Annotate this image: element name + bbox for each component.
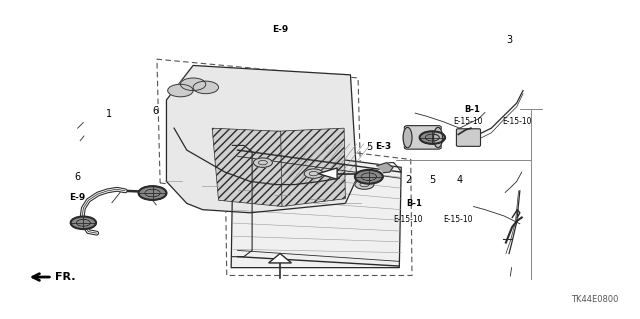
Text: E-15-10: E-15-10	[453, 117, 483, 126]
Circle shape	[355, 170, 383, 184]
Polygon shape	[318, 168, 337, 179]
Polygon shape	[212, 128, 282, 206]
Text: E-15-10: E-15-10	[444, 215, 473, 224]
Circle shape	[70, 217, 96, 229]
Polygon shape	[166, 65, 356, 213]
Polygon shape	[276, 128, 346, 206]
FancyBboxPatch shape	[404, 126, 441, 149]
Text: TK44E0800: TK44E0800	[571, 295, 618, 304]
FancyBboxPatch shape	[456, 129, 481, 146]
Text: FR.: FR.	[56, 272, 76, 282]
Circle shape	[420, 131, 445, 144]
Text: B-1: B-1	[465, 105, 480, 114]
Polygon shape	[377, 163, 393, 173]
Circle shape	[253, 158, 273, 167]
Text: 6: 6	[152, 106, 158, 116]
Text: B-1: B-1	[406, 199, 422, 208]
Circle shape	[355, 180, 374, 189]
Circle shape	[180, 78, 206, 91]
Polygon shape	[269, 254, 291, 263]
Circle shape	[304, 169, 323, 178]
Circle shape	[168, 84, 193, 97]
Text: 2: 2	[406, 175, 412, 185]
Text: E-15-10: E-15-10	[502, 117, 531, 126]
Text: 5: 5	[429, 175, 435, 185]
Text: 4: 4	[456, 175, 463, 185]
Ellipse shape	[403, 127, 412, 148]
Polygon shape	[231, 145, 401, 268]
Text: E-3: E-3	[376, 143, 392, 152]
Text: 3: 3	[506, 35, 512, 45]
Text: 6: 6	[75, 172, 81, 182]
Text: E-15-10: E-15-10	[393, 215, 422, 224]
Circle shape	[193, 81, 218, 94]
Ellipse shape	[433, 127, 442, 148]
Text: E-9: E-9	[70, 193, 86, 202]
Text: 1: 1	[106, 109, 113, 119]
Text: 5: 5	[365, 142, 372, 152]
Text: E-9: E-9	[272, 25, 288, 34]
Circle shape	[138, 186, 166, 200]
